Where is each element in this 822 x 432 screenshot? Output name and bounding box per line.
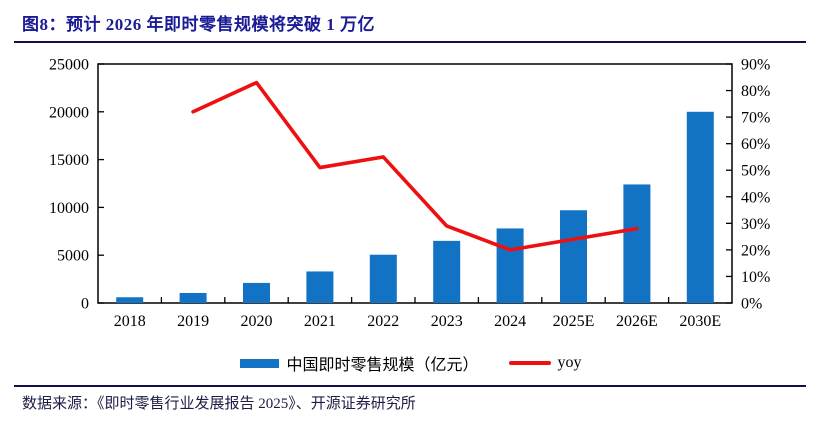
left-axis-tick-label: 10000 xyxy=(49,200,89,217)
legend-item-retail-scale: 中国即时零售规模（亿元） xyxy=(240,351,479,375)
legend-label: 中国即时零售规模（亿元） xyxy=(286,357,479,374)
x-axis-label-2019: 2019 xyxy=(177,313,209,330)
yoy-line xyxy=(191,80,639,252)
right-axis-tick-label: 70% xyxy=(741,110,770,127)
figure-title: 图8：预计 2026 年即时零售规模将突破 1 万亿 xyxy=(22,15,375,34)
line-series-swatch xyxy=(508,361,551,365)
bar-2018 xyxy=(116,297,144,303)
bar-2030E xyxy=(686,111,714,303)
right-axis-tick-label: 30% xyxy=(741,216,770,233)
data-source-note: 数据来源：《即时零售行业发展报告 2025》、开源证券研究所 xyxy=(22,396,416,412)
left-axis-tick-label: 25000 xyxy=(49,57,89,74)
left-axis-tick-label: 20000 xyxy=(49,104,89,121)
bar-2024 xyxy=(496,228,524,303)
bar-2022 xyxy=(369,254,397,303)
legend-item-yoy: yoy xyxy=(508,354,582,372)
footer-divider-line xyxy=(14,385,806,387)
left-axis-tick-label: 5000 xyxy=(57,248,89,265)
right-axis-tick-label: 40% xyxy=(741,189,770,206)
right-axis-tick-label: 20% xyxy=(741,242,770,259)
x-axis-label-2021: 2021 xyxy=(304,313,336,330)
chart-area: 0 5000 10000 15000 20000 25000 0% 10% 20% 30% 40% 5… xyxy=(0,55,822,345)
right-axis-tick-label: 10% xyxy=(741,269,770,286)
bar-2023 xyxy=(433,240,461,303)
right-axis-tick-label: 60% xyxy=(741,136,770,153)
left-axis-tick-label: 15000 xyxy=(49,152,89,169)
title-divider-line xyxy=(14,41,806,43)
left-axis-tick-label: 0 xyxy=(81,296,89,313)
x-axis-label-2026E: 2026E xyxy=(616,313,658,330)
bar-2019 xyxy=(179,292,207,303)
bar-2020 xyxy=(243,282,270,303)
x-axis-label-2024: 2024 xyxy=(494,313,526,330)
bar-2021 xyxy=(306,271,334,303)
bar-2025E xyxy=(560,210,587,303)
x-axis-label-2023: 2023 xyxy=(431,313,463,330)
right-axis-tick-label: 90% xyxy=(741,57,770,74)
x-axis-label-2025E: 2025E xyxy=(553,313,595,330)
chart-legend: 中国即时零售规模（亿元） yoy xyxy=(0,351,822,375)
combo-chart: 0 5000 10000 15000 20000 25000 0% 10% 20% 30% 40% 5… xyxy=(49,57,770,331)
x-axis-label-2020: 2020 xyxy=(241,313,273,330)
right-axis-tick-label: 0% xyxy=(741,296,762,313)
bar-series-swatch xyxy=(240,358,280,368)
x-axis-label-2030E: 2030E xyxy=(679,313,721,330)
legend-label: yoy xyxy=(557,354,582,371)
right-axis-tick-label: 50% xyxy=(741,163,770,180)
right-axis-tick-label: 80% xyxy=(741,83,770,100)
x-axis-label-2018: 2018 xyxy=(114,313,146,330)
bar-2026E xyxy=(623,184,651,303)
x-axis-label-2022: 2022 xyxy=(367,313,399,330)
